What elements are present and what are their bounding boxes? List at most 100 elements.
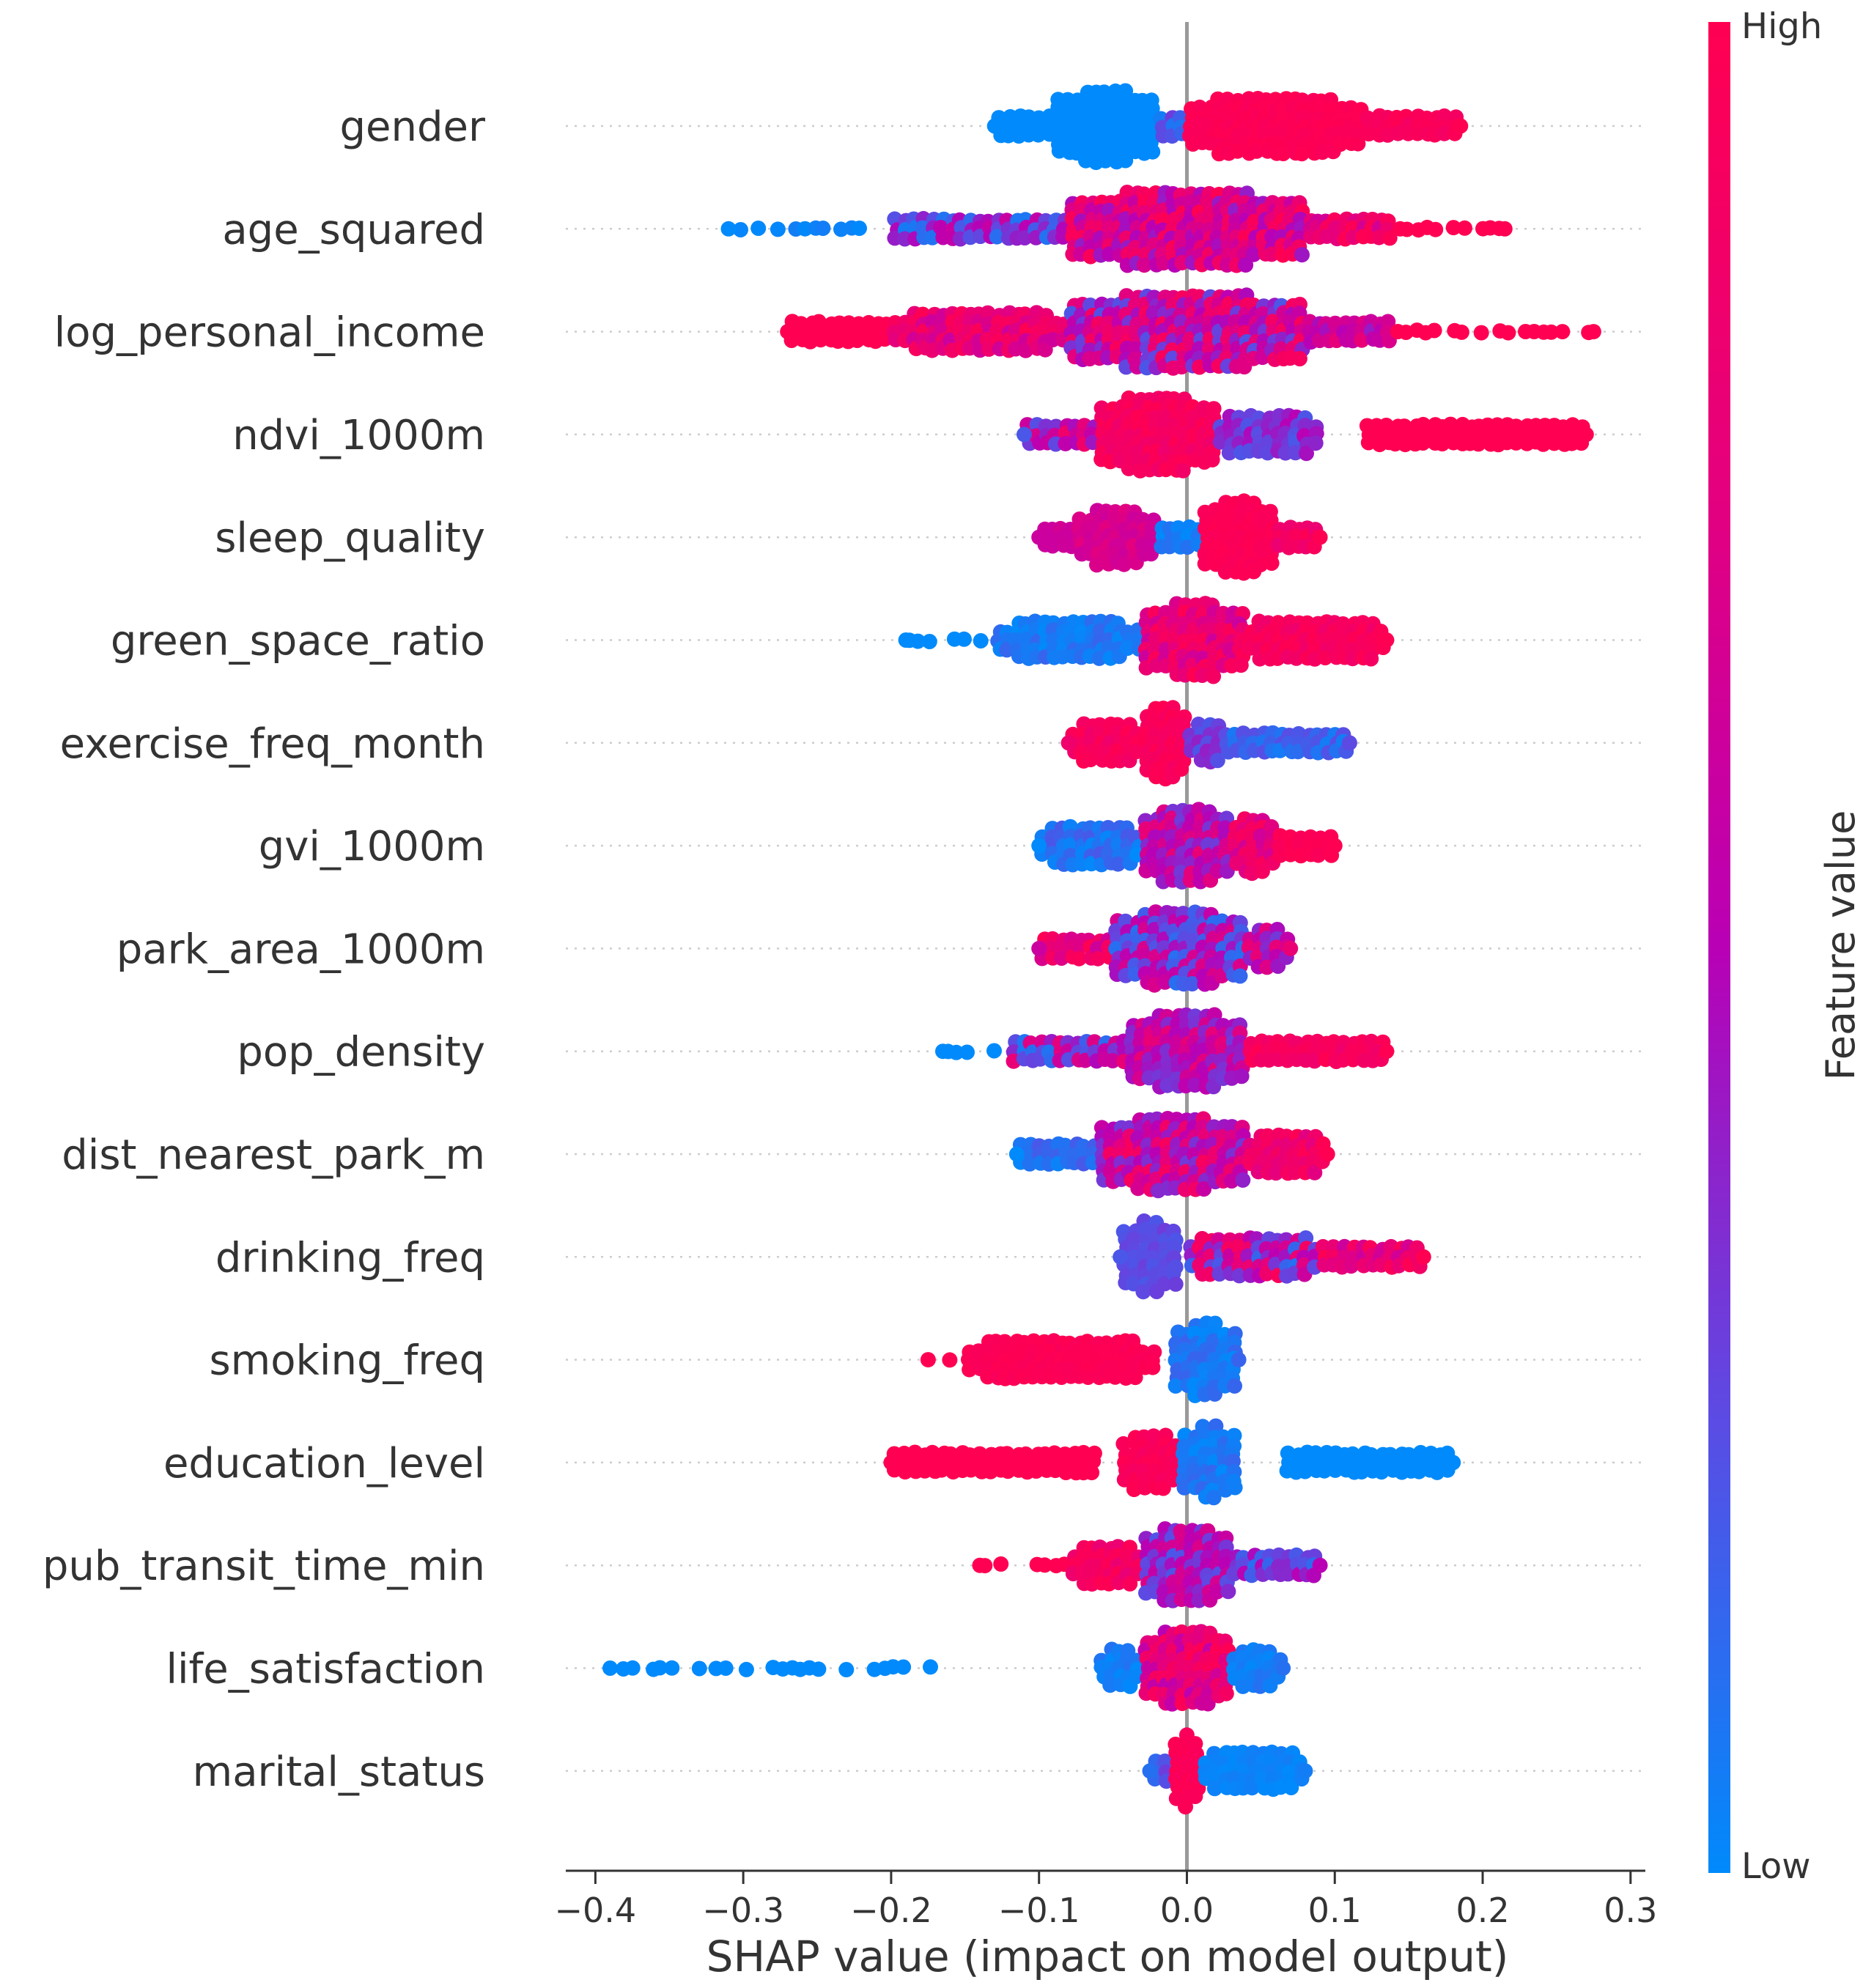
dot-log_personal_income-377: [1585, 324, 1601, 340]
feature-label-marital_status: marital_status: [193, 1748, 485, 1796]
dot-drinking_freq-145: [1113, 1249, 1129, 1265]
feature-label-pop_density: pop_density: [237, 1029, 485, 1076]
feature-label-exercise_freq_month: exercise_freq_month: [60, 720, 485, 768]
dot-life_satisfaction-5: [691, 1660, 707, 1677]
dot-sleep_quality-49: [1116, 556, 1132, 572]
dot-education_level-182: [1373, 1464, 1390, 1480]
dot-log_personal_income-224: [1173, 359, 1189, 374]
feature-label-park_area_1000m: park_area_1000m: [117, 925, 485, 973]
dot-life_satisfaction-151: [1275, 1660, 1291, 1676]
dot-park_area_1000m-8: [1053, 950, 1069, 966]
x-tick-label-6: 0.2: [1456, 1891, 1509, 1930]
dot-drinking_freq-73: [1231, 1268, 1247, 1284]
dot-dist_nearest_park_m-172: [1268, 1165, 1284, 1181]
feature-labels: gender age_squared log_personal_incomendvi…: [43, 103, 486, 1796]
dot-green_space_ratio-1: [910, 633, 926, 649]
x-tick-label-7: 0.3: [1604, 1891, 1657, 1930]
dot-smoking_freq-0: [942, 1352, 958, 1368]
dot-education_level-127: [1208, 1418, 1224, 1434]
dot-smoking_freq-104: [1167, 1378, 1184, 1394]
dot-life_satisfaction-3: [652, 1660, 668, 1676]
dot-smoking_freq-152: [1227, 1378, 1242, 1394]
dot-green_space_ratio-74: [1119, 640, 1135, 657]
dot-log_personal_income-366: [1453, 324, 1469, 340]
dot-education_level-84: [1137, 1479, 1153, 1496]
dot-education_level-176: [1354, 1464, 1370, 1480]
dot-ndvi_1000m-253: [1578, 426, 1594, 443]
dot-age_squared-255: [1264, 246, 1280, 262]
dot-gender-198: [1294, 146, 1310, 162]
dot-pop_density-183: [1345, 1052, 1361, 1068]
dot-age_squared-54: [1017, 230, 1033, 245]
dot-sleep_quality-145: [1264, 555, 1280, 571]
colorbar: High Low Feature value: [1708, 6, 1864, 1887]
dot-life_satisfaction-15: [838, 1662, 855, 1677]
feature-label-log_personal_income: log_personal_income: [54, 309, 485, 357]
dot-age_squared-45: [989, 229, 1005, 245]
dot-ndvi_1000m-14: [1058, 435, 1074, 451]
dot-park_area_1000m-20: [1090, 950, 1106, 967]
dot-ndvi_1000m-107: [1175, 462, 1191, 478]
dot-log_personal_income-364: [1426, 322, 1442, 339]
dot-life_satisfaction-1: [624, 1660, 641, 1676]
dot-green_space_ratio-4: [956, 631, 972, 647]
dot-dist_nearest_park_m-126: [1196, 1181, 1212, 1197]
colorbar-title: Feature value: [1818, 810, 1864, 1081]
feature-label-gender: gender: [339, 103, 485, 151]
dot-green_space_ratio-134: [1194, 668, 1210, 683]
feature-label-sleep_quality: sleep_quality: [215, 514, 485, 562]
feature-label-age_squared: age_squared: [222, 206, 485, 254]
dot-marital_status-21: [1178, 1799, 1193, 1815]
dot-ndvi_1000m-45: [1121, 390, 1137, 406]
x-tick-label-1: −0.3: [702, 1891, 784, 1930]
dot-education_level-204: [883, 1455, 899, 1471]
dot-gender-184: [1275, 146, 1291, 161]
dot-smoking_freq-153: [920, 1352, 936, 1368]
dot-gender-83: [1118, 152, 1134, 169]
dot-pub_transit_time_min-132: [1244, 1567, 1260, 1584]
feature-label-education_level: education_level: [163, 1440, 485, 1488]
dot-gvi_1000m-178: [1310, 847, 1327, 863]
dot-smoking_freq-130: [1207, 1315, 1223, 1331]
dot-pub_transit_time_min-155: [1312, 1557, 1328, 1573]
feature-label-dist_nearest_park_m: dist_nearest_park_m: [62, 1131, 485, 1179]
dot-park_area_1000m-71: [1157, 974, 1173, 990]
dot-gender-149: [1229, 143, 1245, 159]
dot-age_squared-234: [1238, 257, 1254, 273]
dot-dist_nearest_park_m-192: [1307, 1164, 1323, 1180]
dot-life_satisfaction-14: [811, 1661, 827, 1677]
dot-dist_nearest_park_m-154: [1235, 1172, 1251, 1188]
dot-age_squared-24: [924, 229, 940, 245]
dot-life_satisfaction-7: [717, 1660, 734, 1676]
x-tick-label-0: −0.4: [555, 1891, 637, 1930]
x-tick-label-3: −0.1: [998, 1891, 1080, 1930]
dot-gvi_1000m-182: [1031, 838, 1047, 854]
dot-smoking_freq-97: [1145, 1359, 1161, 1375]
dot-pub_transit_time_min-100: [1191, 1592, 1207, 1608]
dot-ndvi_1000m-179: [1307, 435, 1324, 451]
dot-age_squared-313: [1457, 220, 1472, 236]
dot-gender-104: [1145, 144, 1161, 160]
dot-sleep_quality-28: [1089, 557, 1104, 573]
dot-dist_nearest_park_m-63: [1130, 1180, 1146, 1197]
dot-park_area_1000m-137: [1232, 968, 1248, 984]
feature-label-green_space_ratio: green_space_ratio: [111, 618, 485, 665]
dot-pub_transit_time_min-144: [1280, 1566, 1296, 1582]
dot-green_space_ratio-61: [1091, 650, 1107, 666]
dot-log_personal_income-367: [1473, 325, 1489, 341]
feature-label-smoking_freq: smoking_freq: [209, 1337, 485, 1385]
dot-education_level-205: [1445, 1455, 1461, 1471]
dot-life_satisfaction-19: [896, 1659, 912, 1675]
x-tick-label-5: 0.1: [1308, 1891, 1362, 1930]
dot-sleep_quality-138: [1253, 557, 1269, 573]
dot-ndvi_1000m-128: [1204, 451, 1220, 468]
dot-age_squared-9: [852, 221, 867, 236]
dot-drinking_freq-146: [1415, 1249, 1431, 1265]
dot-park_area_1000m-54: [1148, 904, 1164, 920]
dot-sleep_quality-162: [1312, 529, 1328, 545]
dot-marital_status-76: [1283, 1780, 1299, 1795]
dot-age_squared-318: [1497, 221, 1513, 237]
dot-pub_transit_time_min-116: [1209, 1584, 1225, 1600]
dot-green_space_ratio-2: [921, 634, 937, 649]
